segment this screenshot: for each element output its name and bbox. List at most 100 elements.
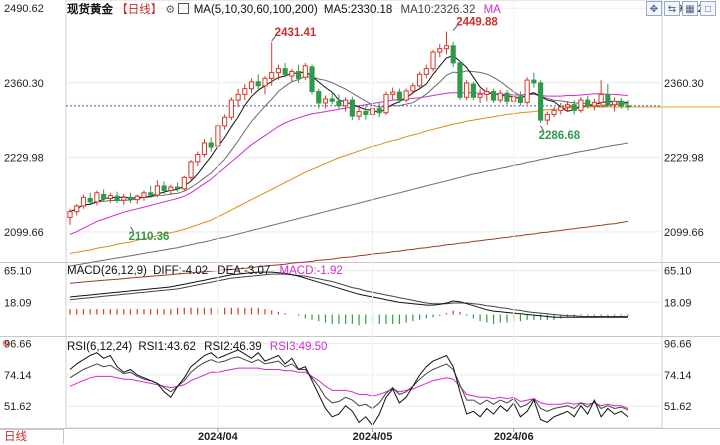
ma5-value: MA5:2330.18 — [323, 4, 393, 16]
candle-body — [417, 73, 423, 87]
candle-body — [376, 108, 382, 114]
annotation-leader — [540, 125, 545, 132]
macd-params: MACD(26,12,9) — [67, 265, 147, 277]
annotation-leader — [271, 35, 277, 42]
candle — [336, 94, 342, 109]
candle — [585, 95, 591, 109]
candle — [168, 184, 174, 196]
candle — [302, 62, 308, 81]
candle — [201, 139, 208, 158]
y-tick-label-left: 2229.98 — [4, 152, 44, 164]
candle-body — [269, 72, 275, 79]
candle — [295, 64, 302, 83]
candle-body — [248, 81, 255, 90]
ma30-tail: MA — [483, 4, 501, 16]
candle — [235, 88, 241, 107]
candle-body — [390, 91, 396, 95]
candle-body — [396, 91, 403, 101]
candle-body — [625, 105, 631, 108]
candle-body — [322, 98, 329, 104]
candle-body — [490, 91, 497, 101]
candle-body — [302, 65, 308, 78]
y-tick-label-left: 2099.66 — [4, 227, 44, 239]
candle-body — [201, 142, 208, 155]
candle — [410, 82, 416, 95]
candle — [242, 84, 248, 101]
candle — [430, 49, 436, 72]
candle — [154, 180, 160, 198]
ma5-line — [69, 55, 629, 213]
move-icon[interactable]: ✥ — [646, 1, 662, 16]
annotation-low-label: 2110.36 — [129, 231, 170, 243]
candle — [80, 194, 87, 209]
settings-icon[interactable]: ⚙ — [165, 4, 176, 16]
candle-body — [618, 100, 624, 107]
y-tick-label-left: 2360.30 — [4, 78, 44, 90]
candle-body — [336, 100, 342, 107]
rsi2-line — [69, 356, 629, 412]
candle-body — [74, 205, 80, 213]
candle — [282, 62, 288, 78]
candle — [531, 72, 537, 88]
candle-body — [235, 93, 241, 101]
candle-body — [255, 81, 261, 87]
rsi-y-tick-left: 74.14 — [4, 370, 32, 382]
ma-toggle-checkbox[interactable] — [178, 3, 190, 14]
rsi-y-tick-left: 96.66 — [4, 338, 32, 350]
grid-icon[interactable]: ▦ — [682, 1, 698, 16]
candle — [188, 160, 194, 181]
candle — [67, 208, 73, 225]
candle — [558, 102, 564, 115]
candle — [477, 88, 483, 103]
candle — [134, 194, 140, 205]
candle — [275, 64, 281, 81]
candle — [363, 105, 369, 120]
candle — [383, 91, 389, 115]
candle — [517, 91, 524, 106]
candle-body — [410, 85, 416, 92]
candle-body — [262, 77, 268, 87]
macd-hist-value: MACD:-1.92 — [279, 265, 343, 277]
symbol-name: 现货黄金 — [67, 4, 113, 16]
annotation-low-label: 2286.68 — [539, 130, 581, 142]
candle-body — [127, 196, 134, 201]
candle-body — [578, 99, 584, 111]
candle — [437, 44, 443, 58]
candle-body — [141, 192, 147, 198]
collapse-indicator-icon[interactable]: ⊕ — [2, 338, 10, 348]
candle-body — [289, 71, 295, 77]
candle-body — [356, 111, 362, 117]
rsi-y-tick-right: 51.62 — [664, 401, 692, 413]
candle — [87, 192, 93, 205]
candle — [497, 89, 503, 103]
macd-diff: DIFF:-4.02 — [153, 265, 209, 277]
candle-body — [531, 79, 537, 84]
period-tag[interactable]: 【日线】 — [116, 4, 163, 16]
fullscreen-icon[interactable]: □ — [700, 1, 716, 16]
candle-body — [598, 93, 604, 103]
candle — [390, 87, 396, 101]
candle — [101, 189, 107, 202]
candle-body — [497, 92, 503, 101]
candle — [107, 192, 113, 204]
candle — [208, 137, 214, 152]
candle — [255, 74, 261, 92]
candle-body — [67, 211, 73, 218]
candle-body — [282, 68, 288, 75]
candle-body — [558, 106, 564, 111]
candle — [94, 190, 100, 206]
swap-icon[interactable]: ⇆ — [664, 1, 680, 16]
candle — [605, 84, 611, 107]
candle-body — [222, 116, 228, 127]
candle — [349, 96, 355, 121]
candle-body — [591, 101, 597, 107]
rsi-legend: RSI(6,12,24) RSI1:43.62 RSI2:46.39 RSI3:… — [67, 340, 327, 354]
candle — [148, 185, 154, 198]
candle — [544, 111, 550, 125]
period-button[interactable]: 日线 — [0, 429, 64, 444]
candle — [490, 88, 497, 103]
rsi-y-tick-right: 74.14 — [664, 370, 692, 382]
rsi3-line — [69, 367, 629, 409]
candle-body — [94, 192, 100, 203]
candle — [343, 97, 349, 112]
